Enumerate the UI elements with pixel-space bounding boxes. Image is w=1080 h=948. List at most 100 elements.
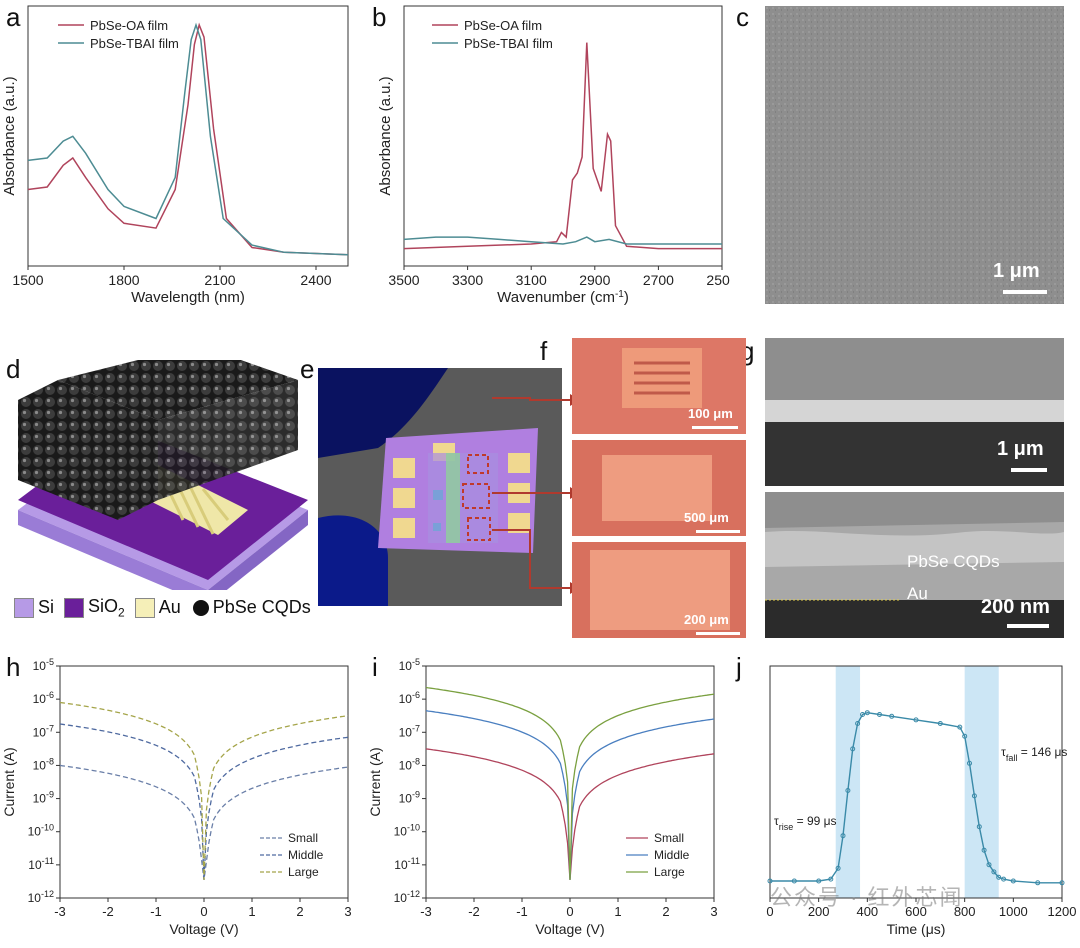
x-tick-label: 3 <box>710 904 717 919</box>
data-point <box>864 710 870 716</box>
y-tick-label: 10-7 <box>33 723 54 739</box>
x-tick-label: -1 <box>516 904 528 919</box>
data-point <box>937 721 943 726</box>
series-line-oa <box>27 22 349 256</box>
x-tick-label: 400 <box>856 904 878 919</box>
g-label-au: Au <box>907 584 928 603</box>
panel-label-b: b <box>372 2 387 32</box>
data-point <box>962 733 968 739</box>
data-point <box>877 712 882 717</box>
legend-label: Middle <box>654 848 690 862</box>
data-point <box>1010 878 1016 884</box>
response-time-chart: 0 200 400 600 800 1000 1200 Time (μs) τrise = 99… <box>766 665 1076 937</box>
panel-label-d: d <box>6 354 21 384</box>
highlight-box-2 <box>462 483 490 509</box>
series-line-oa <box>403 42 722 250</box>
panel-label-i: i <box>372 652 378 682</box>
panel-label-f: f <box>540 336 548 366</box>
data-point <box>845 788 851 793</box>
legend-label: Large <box>288 865 319 879</box>
si-side-left <box>18 510 208 590</box>
cqd-legend-label: PbSe CQDs <box>212 597 311 618</box>
watermark: 公众号 · 红外芯闻 <box>770 885 964 910</box>
panel-label-c: c <box>736 2 749 32</box>
iv-curves-light-chart: -3 -2 -1 0 1 2 3 10-12 10-11 10-10 10-9 10-8 10-7 10-… <box>367 657 718 937</box>
data-point <box>850 746 856 752</box>
plot-frame <box>27 5 349 267</box>
highlight-box-3 <box>467 517 491 541</box>
x-axis-label: Voltage (V) <box>535 921 604 937</box>
x-tick-label: -3 <box>54 904 66 919</box>
si-legend-label: Si <box>38 597 55 618</box>
x-tick-label: 800 <box>954 904 976 919</box>
scalebar-f1 <box>692 426 738 429</box>
x-tick-label: 2 <box>662 904 669 919</box>
highlight-box-1 <box>467 454 489 474</box>
x-tick-label: 2 <box>296 904 303 919</box>
response-line <box>770 711 1062 884</box>
data-point <box>913 717 919 723</box>
y-tick-label: 10-12 <box>28 889 54 905</box>
x-tick-label: -1 <box>150 904 162 919</box>
absorbance-wavelength-chart: 1500 1800 2100 2400 Wavelength (nm) Absorbanc… <box>1 5 349 306</box>
y-tick-label: 10-5 <box>33 657 54 673</box>
device-schematic <box>18 360 308 590</box>
scalebar-label-f1: 100 μm <box>688 406 733 421</box>
glove-top <box>318 368 448 458</box>
cqd-swatch <box>192 599 209 616</box>
data-point <box>889 713 895 719</box>
legend-label: Middle <box>288 848 324 862</box>
x-tick-label: 3500 <box>388 272 419 288</box>
legend-label: PbSe-TBAI film <box>464 36 553 51</box>
y-tick-label: 10-11 <box>28 856 54 872</box>
y-tick-label: 10-11 <box>394 856 420 872</box>
micrograph-large: 200 μm <box>572 542 746 638</box>
data-point <box>991 869 997 875</box>
si-swatch <box>14 597 34 618</box>
x-tick-label: 2400 <box>300 272 331 288</box>
x-tick-label: 1 <box>614 904 621 919</box>
x-tick-label: -3 <box>420 904 432 919</box>
data-point <box>835 865 841 871</box>
x-tick-label: 2100 <box>204 272 235 288</box>
x-tick-label: 600 <box>905 904 927 919</box>
x-tick-label: 1500 <box>12 272 43 288</box>
x-axis-label: Time (μs) <box>887 921 946 937</box>
cqd-block-front <box>18 380 158 520</box>
data-point <box>957 724 963 730</box>
x-tick-label: 2700 <box>643 272 674 288</box>
data-point <box>840 833 846 839</box>
x-tick-label: 200 <box>808 904 830 919</box>
data-point <box>971 793 977 799</box>
panel-label-j: j <box>736 652 742 682</box>
sem-top-view-image: 1 μm <box>765 6 1064 304</box>
x-tick-label: 0 <box>766 904 773 919</box>
legend-label: Small <box>654 831 684 845</box>
x-axis-label: Wavenumber (cm-1) <box>497 289 629 307</box>
x-tick-label: 1800 <box>108 272 139 288</box>
sem-texture <box>765 6 1064 304</box>
data-point <box>1001 876 1007 882</box>
y-tick-label: 10-9 <box>33 790 54 806</box>
legend-label: Large <box>654 865 685 879</box>
data-point <box>1035 880 1041 886</box>
plot-frame <box>769 665 1063 899</box>
x-tick-label: 2900 <box>579 272 610 288</box>
x-tick-label: 2500 <box>706 272 730 288</box>
data-point <box>791 878 797 884</box>
scalebar-label-c: 1 μm <box>993 260 1040 282</box>
device-photo-drawing <box>318 368 562 606</box>
x-tick-label: 3 <box>344 904 351 919</box>
sem-cross-section-high-mag: PbSe CQDs Au 200 nm <box>765 492 1064 638</box>
data-point <box>986 862 992 868</box>
legend-label: PbSe-TBAI film <box>90 36 179 51</box>
data-point <box>1059 880 1065 886</box>
glove-bottom <box>318 515 388 606</box>
rise-time-label: τrise = 99 μs <box>774 814 837 832</box>
si-side-right <box>208 510 308 590</box>
y-tick-label: 10-7 <box>399 723 420 739</box>
micrograph-small: 100 μm <box>572 338 746 434</box>
x-tick-label: 3300 <box>452 272 483 288</box>
y-tick-label: 10-6 <box>399 690 420 706</box>
legend-label: PbSe-OA film <box>464 18 542 33</box>
